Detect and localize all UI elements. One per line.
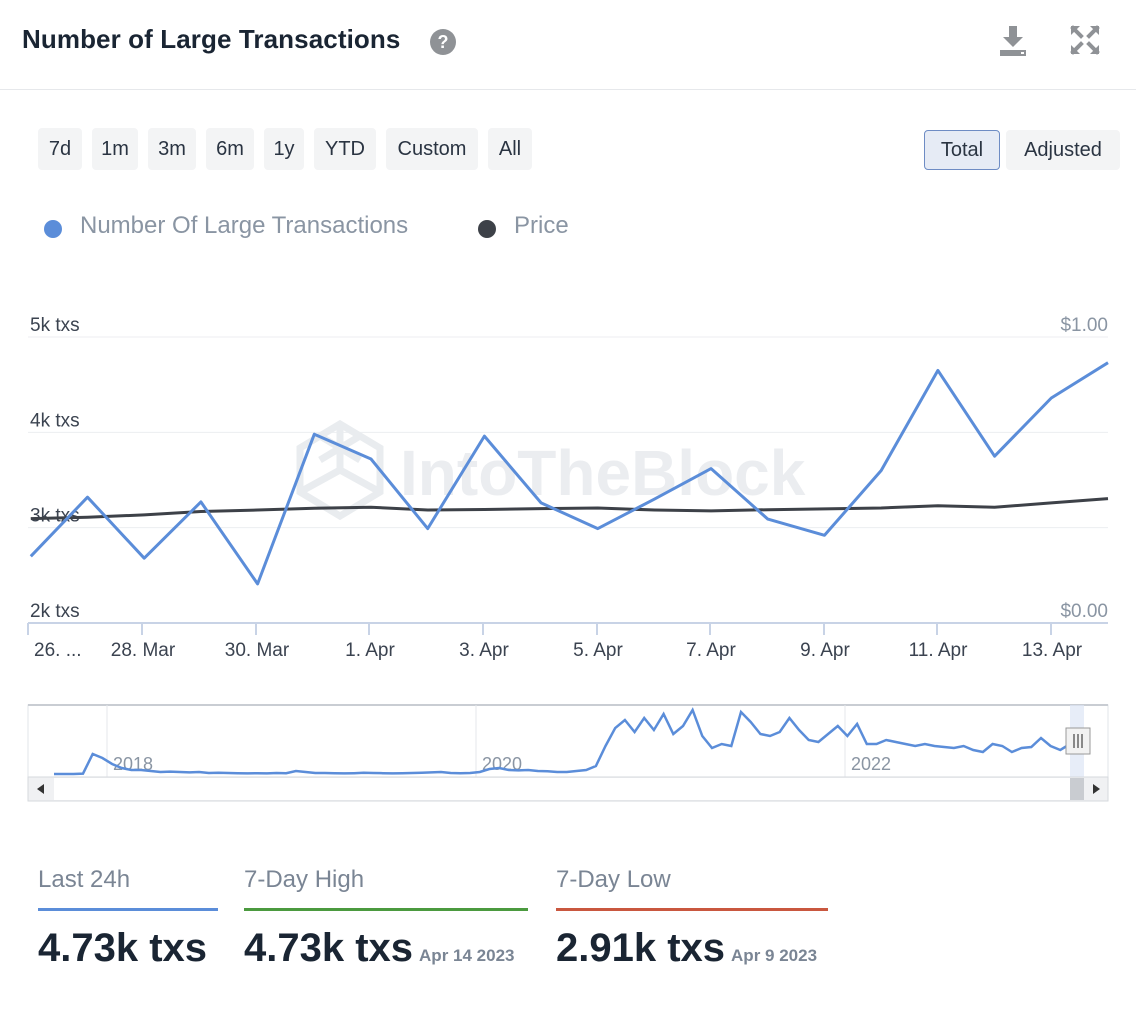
arrow-right-icon[interactable] [1093,784,1100,794]
line-chart: IntoTheBlock 5k txs 4k txs 3k txs 2k txs $1.… [27,315,1109,661]
stat-value-text: 4.73k txs [244,926,414,970]
range-button-1y[interactable]: 1y [264,128,304,170]
stat-label-7day-low: 7-Day Low [556,866,671,893]
x-tick-label: 3. Apr [459,640,509,661]
x-tick-label: 11. Apr [909,640,968,661]
range-button-ytd[interactable]: YTD [314,128,376,170]
stat-label-7day-high: 7-Day High [244,866,365,893]
watermark: IntoTheBlock [296,419,806,521]
stat-underline [244,908,528,911]
stat-value-text: 4.73k txs [38,926,208,970]
stat-value-text: 2.91k txs [556,926,726,970]
x-tick-label: 1. Apr [345,640,395,661]
chart-title: Number of Large Transactions [22,24,401,54]
stat-date: Apr 9 2023 [731,946,818,965]
y-left-tick-label: 5k txs [30,315,80,336]
watermark-text: IntoTheBlock [400,437,806,509]
stat-date: Apr 14 2023 [419,946,515,965]
range-button-custom[interactable]: Custom [386,128,478,170]
mode-button-adjusted[interactable]: Adjusted [1006,130,1120,170]
navigator-scrollbar-thumb[interactable] [1070,778,1084,800]
stat-underline [556,908,828,911]
arrow-left-icon[interactable] [37,784,44,794]
expand-icon[interactable] [1068,22,1102,58]
y-right-tick-label: $0.00 [1060,601,1108,622]
x-tick-label: 5. Apr [573,640,623,661]
range-button-1m[interactable]: 1m [92,128,138,170]
range-button-all[interactable]: All [488,128,532,170]
x-tick-label: 9. Apr [800,640,850,661]
y-left-tick-label: 3k txs [30,506,80,527]
download-icon[interactable] [996,22,1030,58]
stat-value-last-24h: 4.73k txs [38,926,207,971]
navigator-year-label: 2022 [851,754,891,774]
question-circle-icon[interactable]: ? [430,29,456,55]
y-left-tick-label: 4k txs [30,410,80,431]
x-tick-label: 7. Apr [686,640,736,661]
legend-label: Price [514,212,569,239]
range-button-3m[interactable]: 3m [148,128,196,170]
x-tick-label: 26. ... [34,640,82,661]
x-tick-label: 28. Mar [111,640,176,661]
series-line-large-transactions [29,361,1109,586]
series-line-price [30,497,1109,521]
navigator[interactable]: 2018 2020 2022 [0,700,1136,820]
stat-underline [38,908,218,911]
stat-value-7day-high: 4.73k txs Apr 14 2023 [244,926,514,971]
legend-label: Number Of Large Transactions [80,212,409,239]
x-tick-label: 30. Mar [225,640,290,661]
chart-header: Number of Large Transactions ? [0,0,1136,90]
stat-value-7day-low: 2.91k txs Apr 9 2023 [556,926,817,971]
range-button-6m[interactable]: 6m [206,128,254,170]
stat-label-last-24h: Last 24h [38,866,131,893]
legend-dot [44,220,62,238]
x-tick-label: 13. Apr [1022,640,1083,661]
y-left-tick-label: 2k txs [30,601,80,622]
legend-dot [478,220,496,238]
navigator-series-line [54,707,1071,776]
drag-handle-icon[interactable] [1065,727,1091,755]
range-button-7d[interactable]: 7d [38,128,82,170]
mode-button-total[interactable]: Total [924,130,1000,170]
y-right-tick-label: $1.00 [1060,315,1108,336]
